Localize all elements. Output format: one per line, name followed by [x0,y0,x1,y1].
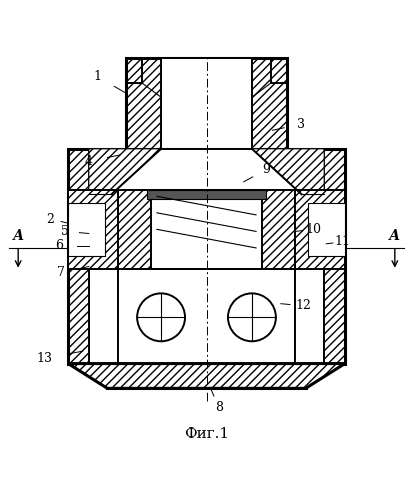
Text: 5: 5 [61,225,69,238]
Bar [89,149,324,364]
Bar [151,190,262,268]
Bar [68,202,105,256]
Text: 6: 6 [55,240,63,252]
Text: Фиг.1: Фиг.1 [184,427,229,441]
Text: 11: 11 [335,235,351,248]
Bar [147,190,266,199]
Text: 3: 3 [297,118,306,130]
Text: 13: 13 [37,352,52,364]
Polygon shape [68,149,161,194]
Polygon shape [68,364,345,388]
Bar [126,58,287,149]
Text: 1: 1 [93,70,101,83]
Bar [308,202,345,256]
Text: 2: 2 [46,212,55,226]
Bar [295,190,345,268]
Circle shape [137,294,185,342]
Polygon shape [252,149,345,194]
Text: 12: 12 [296,300,311,312]
Bar [118,190,295,268]
Text: 4: 4 [85,154,93,168]
Text: А: А [12,228,24,242]
Text: 7: 7 [57,266,65,279]
Bar [68,149,345,364]
Bar [118,268,295,364]
Text: 10: 10 [306,223,322,236]
Text: 9: 9 [262,163,271,176]
Text: А: А [389,228,401,242]
Bar [68,190,118,268]
Circle shape [228,294,276,342]
Text: 8: 8 [215,402,223,414]
Bar [161,58,252,149]
